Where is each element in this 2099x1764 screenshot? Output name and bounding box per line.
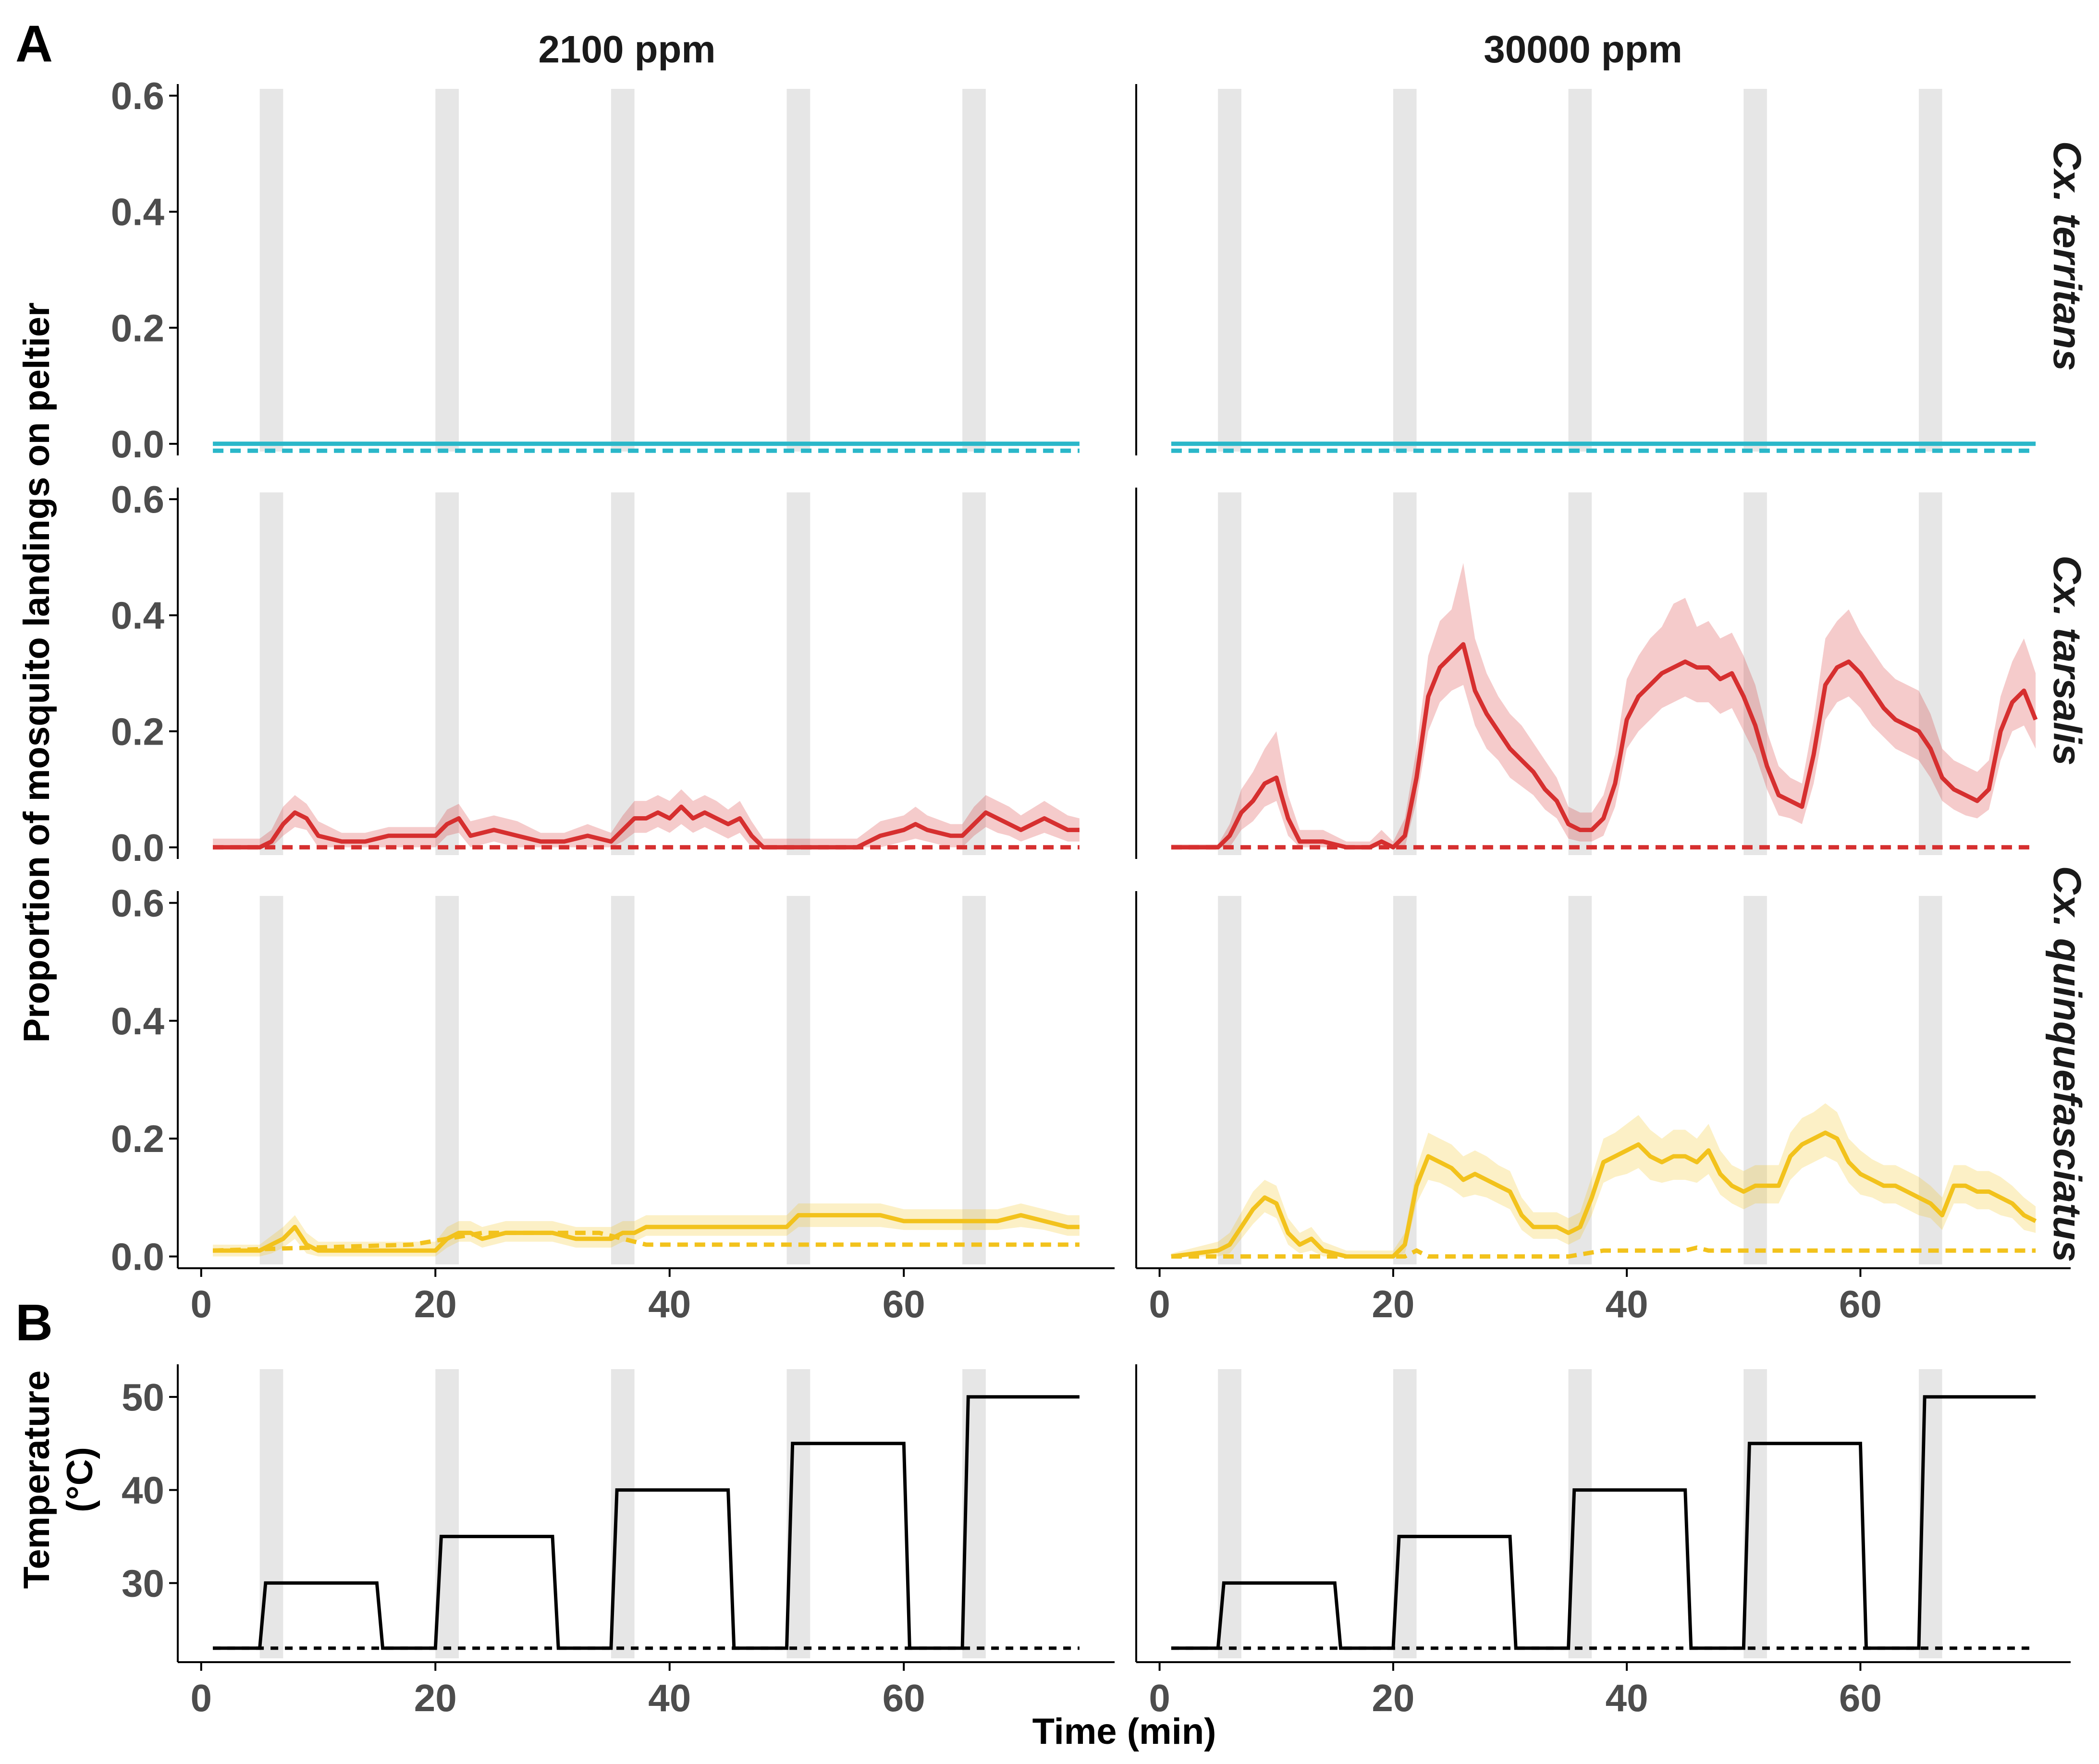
heating-band-a-3-1-2: [435, 896, 459, 1264]
heating-band-b-2-2: [1393, 1369, 1417, 1658]
x-tick-label-b-2-0: 0: [1149, 1677, 1170, 1719]
panel-a-3-1: 0.0 0.2 0.4 0.6 0 20 40 60: [111, 882, 1115, 1325]
heating-band-a-1-1-1: [259, 89, 283, 452]
x-tick-label-b-2-1: 20: [1372, 1677, 1414, 1719]
x-tick-label-b-2-2: 40: [1606, 1677, 1648, 1719]
x-tick-label-b-2-3: 60: [1839, 1677, 1882, 1719]
heating-band-a-1-1-5: [962, 89, 986, 452]
x-tick-label-a-3-2-3: 60: [1839, 1283, 1882, 1325]
x-tick-label-a-3-1-0: 0: [191, 1283, 212, 1325]
y-tick-label-a-2-1-1: 0.2: [111, 710, 164, 753]
heating-band-a-2-1-4: [786, 492, 810, 855]
row-strip-quinquefasciatus: Cx. quinquefasciatus: [2045, 866, 2089, 1262]
series-line-a-2-2: [1171, 642, 2038, 850]
heating-band-a-1-2-1: [1218, 89, 1241, 452]
ci-ribbon-a-3-2: [1171, 1103, 2036, 1257]
x-tick-label-a-3-2-0: 0: [1149, 1283, 1170, 1325]
temperature-line-b-1: [213, 1395, 1080, 1650]
plot-panels: 0.0 0.2 0.4 0.6 0.0 0.2 0.4 0.6 0.0 0.2 0.4 0.6 0 20 4…: [111, 74, 2071, 1719]
x-axis-title: Time (min): [1032, 1711, 1216, 1752]
y-tick-label-a-1-1-3: 0.6: [111, 74, 164, 117]
y-axis-title-b-line1: Temperature: [16, 1371, 57, 1589]
panel-a-1-1: 0.0 0.2 0.4 0.6: [111, 74, 1080, 466]
heating-band-a-3-2-4: [1743, 896, 1767, 1264]
y-tick-label-b-1-0: 30: [122, 1562, 164, 1605]
y-tick-label-b-1-2: 50: [122, 1376, 164, 1419]
heating-band-a-2-1-5: [962, 492, 986, 855]
panel-a-1-2: [1135, 84, 2036, 455]
panel-label-a: A: [15, 14, 53, 73]
heating-band-a-2-2-5: [1918, 492, 1942, 855]
y-axis-title-a: Proportion of mosquito landings on pelti…: [16, 302, 57, 1042]
ci-ribbon-a-2-2: [1171, 563, 2036, 847]
heating-band-a-1-2-4: [1743, 89, 1767, 452]
heating-band-a-1-1-3: [611, 89, 635, 452]
x-tick-label-b-1-1: 20: [414, 1677, 457, 1719]
heating-band-a-1-1-4: [786, 89, 810, 452]
row-strip-tarsalis: Cx. tarsalis: [2045, 555, 2089, 766]
y-tick-label-a-3-1-0: 0.0: [111, 1235, 164, 1278]
heating-band-b-1-2: [435, 1369, 459, 1658]
panel-b-1: 30 40 50 0 20 40 60: [122, 1364, 1115, 1719]
heating-band-a-1-2-2: [1393, 89, 1417, 452]
y-tick-label-a-1-1-1: 0.2: [111, 306, 164, 349]
y-tick-label-a-2-1-2: 0.4: [111, 594, 165, 637]
y-tick-label-b-1-1: 40: [122, 1469, 164, 1512]
y-tick-label-a-2-1-0: 0.0: [111, 826, 164, 869]
panel-b-2: 0 20 40 60: [1135, 1364, 2071, 1719]
panel-label-b: B: [15, 1293, 53, 1351]
heating-band-a-1-2-5: [1918, 89, 1942, 452]
x-tick-label-b-1-2: 40: [648, 1677, 691, 1719]
y-tick-label-a-3-1-3: 0.6: [111, 882, 164, 925]
series-line-a-3-1: [213, 1213, 1080, 1253]
heating-band-a-3-1-1: [259, 896, 283, 1264]
row-strip-territans: Cx. territans: [2045, 141, 2089, 371]
heating-band-a-3-1-5: [962, 896, 986, 1264]
temperature-line-b-2: [1171, 1395, 2036, 1650]
heating-band-a-1-1-2: [435, 89, 459, 452]
y-tick-label-a-3-1-2: 0.4: [111, 1000, 165, 1042]
panel-a-2-1: 0.0 0.2 0.4 0.6: [111, 478, 1080, 869]
column-strip-30000: 30000 ppm: [1484, 28, 1682, 71]
y-tick-label-a-1-1-0: 0.0: [111, 423, 164, 466]
heating-band-a-2-1-3: [611, 492, 635, 855]
heating-band-a-3-1-3: [611, 896, 635, 1264]
y-axis-title-b-line2: (°C): [60, 1447, 100, 1512]
x-tick-label-b-1-3: 60: [883, 1677, 925, 1719]
heating-band-a-2-1-1: [259, 492, 283, 855]
heating-band-a-2-2-4: [1743, 492, 1767, 855]
series-line-a-3-2: [1171, 1130, 2037, 1259]
heating-band-a-3-1-4: [786, 896, 810, 1264]
heating-band-a-3-2-1: [1218, 896, 1241, 1264]
y-tick-label-a-1-1-2: 0.4: [111, 191, 165, 233]
y-tick-label-a-2-1-3: 0.6: [111, 478, 164, 521]
panel-a-2-2: [1135, 488, 2038, 859]
y-tick-label-a-3-1-1: 0.2: [111, 1117, 164, 1160]
x-tick-label-a-3-2-1: 20: [1372, 1283, 1414, 1325]
control-line-a-3-2: [1171, 1245, 2036, 1259]
heating-band-a-2-2-1: [1218, 492, 1241, 855]
x-tick-label-a-3-1-3: 60: [883, 1283, 925, 1325]
x-tick-label-a-3-1-2: 40: [648, 1283, 691, 1325]
x-tick-label-b-1-0: 0: [191, 1677, 212, 1719]
x-tick-label-a-3-2-2: 40: [1606, 1283, 1648, 1325]
heating-band-a-1-2-3: [1568, 89, 1592, 452]
series-line-a-2-1: [213, 804, 1080, 850]
column-strip-2100: 2100 ppm: [538, 28, 715, 71]
heating-band-a-2-2-3: [1568, 492, 1592, 855]
x-tick-label-a-3-1-1: 20: [414, 1283, 457, 1325]
panel-a-3-2: 0 20 40 60: [1135, 891, 2071, 1325]
heating-band-a-2-1-2: [435, 492, 459, 855]
